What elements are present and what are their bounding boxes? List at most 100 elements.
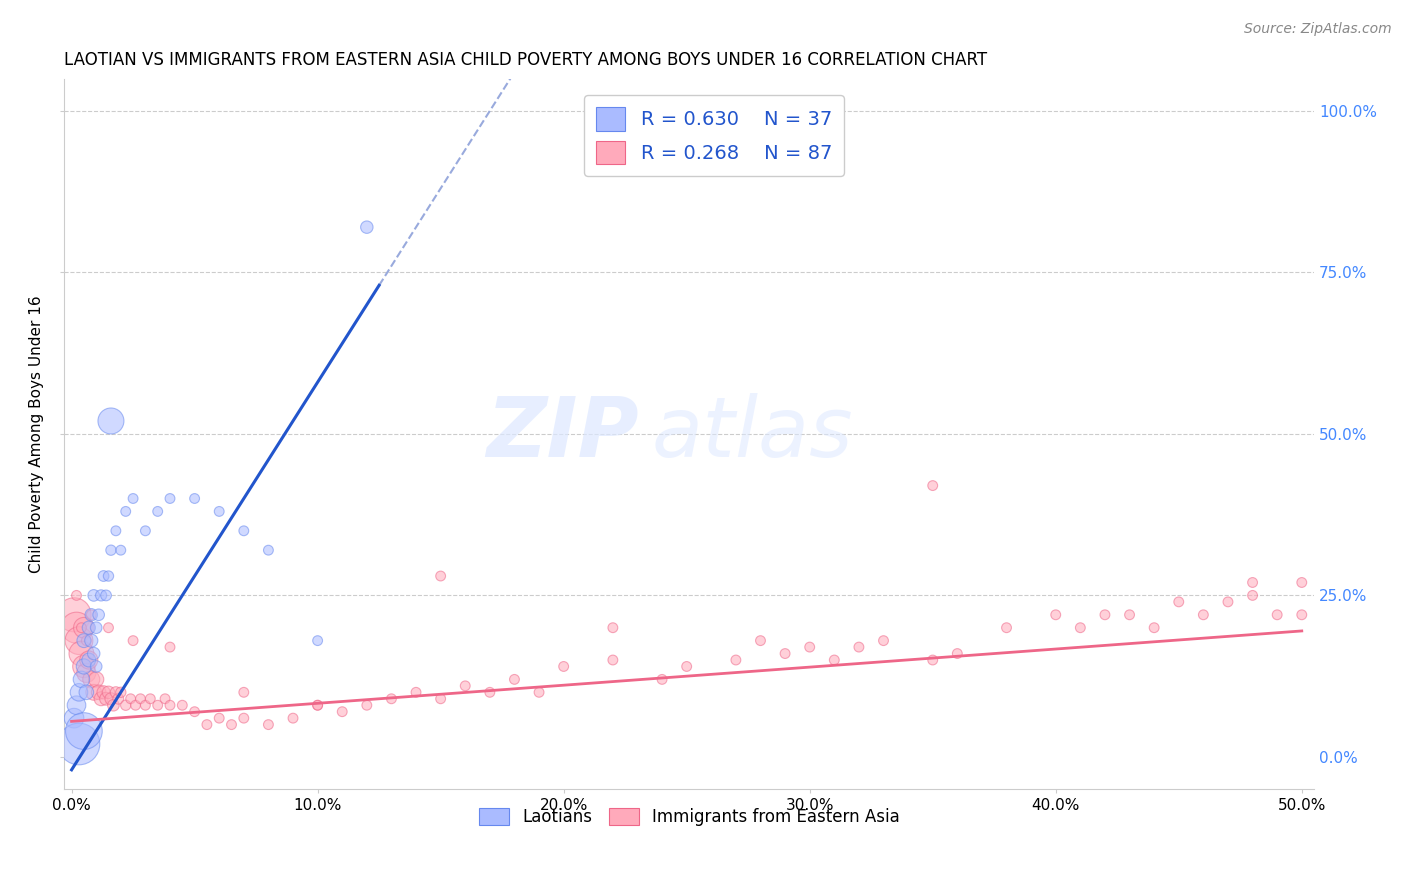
Point [1241, 588, 1264, 602]
Point [73, 724, 96, 739]
Point [70, 621, 93, 635]
Point [172, 698, 194, 713]
Point [257, 543, 280, 558]
Point [1118, 607, 1140, 622]
Point [139, 691, 162, 706]
Point [103, 698, 125, 713]
Point [602, 621, 624, 635]
Point [80, 673, 103, 687]
Point [90, 588, 112, 602]
Point [122, 491, 145, 506]
Point [872, 633, 894, 648]
Point [946, 647, 969, 661]
Point [429, 691, 451, 706]
Point [80, 607, 103, 622]
Point [1291, 607, 1313, 622]
Point [70, 673, 93, 687]
Point [97, 621, 120, 635]
Point [100, 691, 122, 706]
Point [110, 685, 132, 699]
Point [134, 698, 156, 713]
Point [1192, 607, 1215, 622]
Point [67, 633, 90, 648]
Point [120, 691, 142, 706]
Point [90, 691, 112, 706]
Point [454, 679, 477, 693]
Point [65, 588, 87, 602]
Point [281, 711, 304, 725]
Point [73, 659, 96, 673]
Point [307, 633, 329, 648]
Point [232, 711, 254, 725]
Point [749, 633, 772, 648]
Point [75, 685, 97, 699]
Point [1045, 607, 1067, 622]
Legend: Laotians, Immigrants from Eastern Asia: Laotians, Immigrants from Eastern Asia [470, 799, 908, 834]
Point [84, 673, 107, 687]
Point [1167, 595, 1189, 609]
Point [921, 653, 943, 667]
Point [1094, 607, 1116, 622]
Point [995, 621, 1018, 635]
Point [848, 640, 870, 654]
Point [104, 524, 127, 538]
Point [67, 737, 90, 751]
Point [70, 647, 93, 661]
Point [1265, 607, 1288, 622]
Point [129, 691, 152, 706]
Point [799, 640, 821, 654]
Point [75, 633, 97, 648]
Text: atlas: atlas [651, 393, 853, 475]
Point [183, 705, 205, 719]
Text: ZIP: ZIP [486, 393, 640, 475]
Point [146, 698, 169, 713]
Point [602, 653, 624, 667]
Point [195, 717, 218, 731]
Point [221, 717, 243, 731]
Y-axis label: Child Poverty Among Boys Under 16: Child Poverty Among Boys Under 16 [30, 295, 44, 573]
Point [73, 633, 96, 648]
Point [84, 621, 107, 635]
Point [307, 698, 329, 713]
Point [1216, 595, 1239, 609]
Point [63, 711, 86, 725]
Point [1069, 621, 1091, 635]
Point [83, 588, 105, 602]
Point [651, 673, 673, 687]
Point [553, 659, 575, 673]
Point [257, 717, 280, 731]
Point [110, 543, 132, 558]
Point [134, 524, 156, 538]
Point [83, 647, 105, 661]
Point [356, 698, 378, 713]
Point [84, 659, 107, 673]
Point [93, 569, 115, 583]
Point [1241, 575, 1264, 590]
Point [159, 640, 181, 654]
Point [405, 685, 427, 699]
Point [307, 698, 329, 713]
Point [83, 685, 105, 699]
Point [232, 685, 254, 699]
Point [675, 659, 697, 673]
Point [122, 633, 145, 648]
Point [73, 659, 96, 673]
Point [183, 491, 205, 506]
Point [429, 569, 451, 583]
Point [93, 685, 115, 699]
Point [100, 543, 122, 558]
Point [94, 588, 117, 602]
Point [232, 524, 254, 538]
Point [80, 607, 103, 622]
Point [63, 607, 86, 622]
Point [823, 653, 845, 667]
Point [208, 504, 231, 518]
Point [146, 504, 169, 518]
Point [527, 685, 550, 699]
Point [159, 698, 181, 713]
Point [773, 647, 796, 661]
Point [75, 665, 97, 680]
Point [478, 685, 501, 699]
Point [65, 621, 87, 635]
Point [921, 478, 943, 492]
